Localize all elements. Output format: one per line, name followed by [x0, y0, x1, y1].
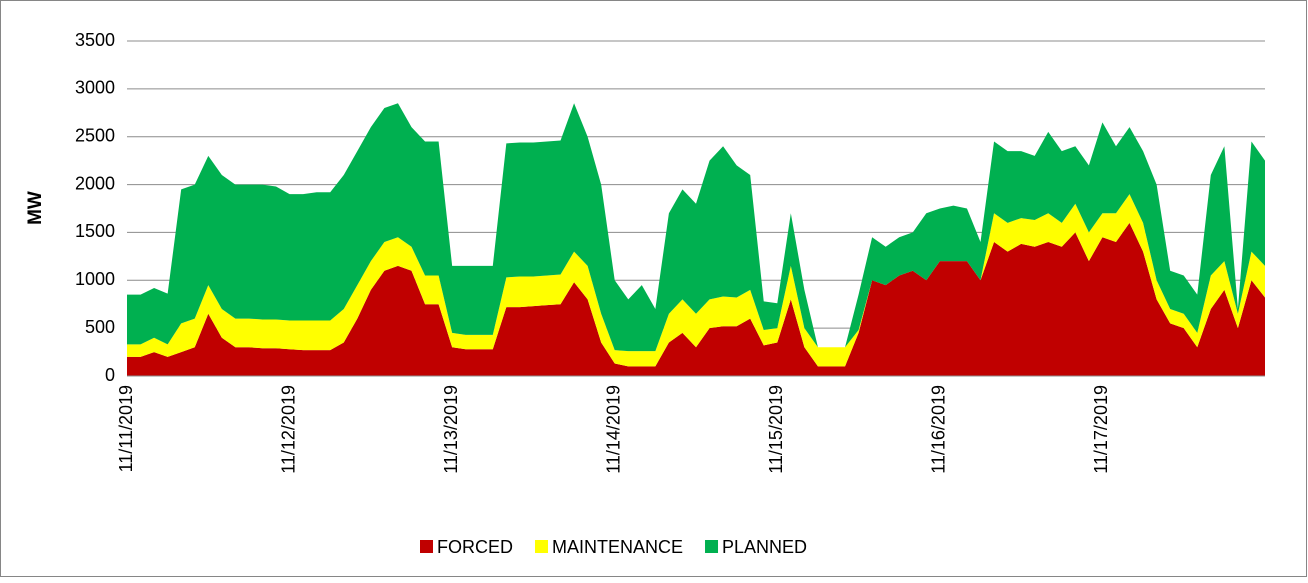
legend-label: PLANNED	[722, 537, 807, 557]
y-tick-label: 3500	[75, 30, 115, 50]
y-tick-label: 2500	[75, 125, 115, 145]
legend-swatch	[420, 540, 433, 553]
area	[127, 222, 1265, 376]
legend-swatch	[705, 540, 719, 553]
x-tick-label: 11/15/2019	[766, 385, 786, 474]
y-tick-label: 1500	[75, 221, 115, 241]
legend-swatch	[535, 540, 548, 553]
legend-label: MAINTENANCE	[552, 537, 683, 557]
x-tick-label: 11/16/2019	[929, 385, 949, 474]
x-tick-label: 11/11/2019	[116, 385, 136, 472]
legend-label: FORCED	[437, 537, 513, 557]
area	[127, 103, 1265, 352]
y-tick-label: 1000	[75, 269, 115, 289]
y-tick-label: 0	[105, 365, 115, 385]
y-axis-title: MW	[25, 191, 46, 225]
x-tick-label: 11/12/2019	[278, 385, 298, 474]
y-tick-label: 3000	[75, 78, 115, 98]
area	[127, 194, 1265, 367]
x-tick-label: 11/17/2019	[1091, 385, 1111, 474]
x-tick-label: 11/13/2019	[441, 385, 461, 474]
x-tick-label: 11/14/2019	[603, 385, 623, 474]
y-tick-label: 500	[85, 317, 115, 337]
y-tick-label: 2000	[75, 173, 115, 193]
